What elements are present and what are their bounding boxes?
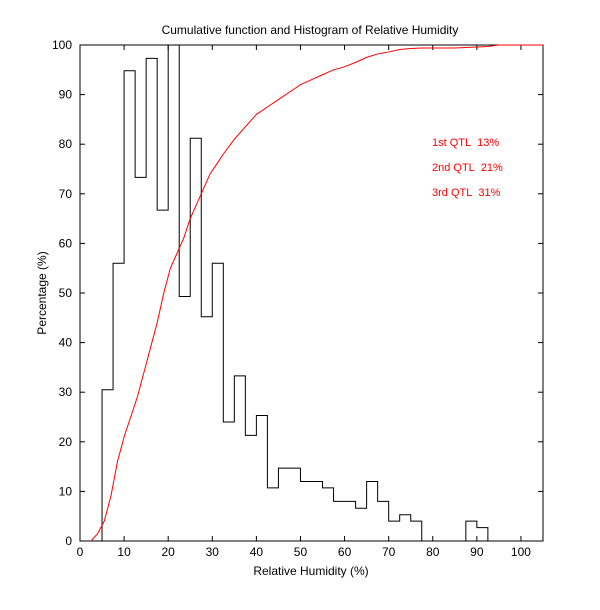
x-axis: 0 10 20 30 40 50 60 70 80 90 100 xyxy=(77,45,531,559)
y-tick-label: 0 xyxy=(65,534,72,548)
y-tick-label: 70 xyxy=(59,187,73,201)
x-tick-label: 10 xyxy=(117,545,131,559)
y-tick-label: 10 xyxy=(59,484,73,498)
y-tick-label: 20 xyxy=(59,435,73,449)
cumulative-function-line xyxy=(90,44,543,542)
x-tick-label: 40 xyxy=(250,545,264,559)
y-tick-label: 60 xyxy=(59,236,73,250)
x-axis-label: Relative Humidity (%) xyxy=(253,564,368,578)
quantile-value: 21% xyxy=(481,162,503,174)
quantile-value: 13% xyxy=(477,137,499,149)
y-tick-label: 80 xyxy=(59,137,73,151)
x-tick-label: 80 xyxy=(426,545,440,559)
x-tick-label: 50 xyxy=(294,545,308,559)
x-tick-label: 100 xyxy=(511,545,531,559)
histogram-outline xyxy=(101,44,489,542)
quantile-label: 2nd QTL xyxy=(432,162,475,174)
y-tick-label: 30 xyxy=(59,385,73,399)
x-tick-label: 20 xyxy=(162,545,176,559)
y-tick-label: 40 xyxy=(59,336,73,350)
y-axis-label: Percentage (%) xyxy=(35,251,49,334)
quantile-annotations: 1st QTL 13% 2nd QTL 21% 3rd QTL 31% xyxy=(432,137,503,199)
x-tick-label: 0 xyxy=(77,545,84,559)
chart-title: Cumulative function and Histogram of Rel… xyxy=(162,23,459,37)
x-tick-label: 60 xyxy=(338,545,352,559)
y-axis: 0 10 20 30 40 50 60 70 80 90 100 xyxy=(52,38,543,548)
plot-area-frame xyxy=(79,44,544,542)
quantile-value: 31% xyxy=(478,187,500,199)
quantile-annotation: 2nd QTL 21% xyxy=(432,162,503,174)
y-tick-label: 50 xyxy=(59,286,73,300)
quantile-annotation: 1st QTL 13% xyxy=(432,137,499,149)
quantile-label: 1st QTL xyxy=(432,137,471,149)
y-tick-label: 100 xyxy=(52,38,72,52)
x-tick-label: 90 xyxy=(470,545,484,559)
quantile-label: 3rd QTL xyxy=(432,187,472,199)
x-tick-label: 70 xyxy=(382,545,396,559)
x-tick-label: 30 xyxy=(206,545,220,559)
quantile-annotation: 3rd QTL 31% xyxy=(432,187,501,199)
y-tick-label: 90 xyxy=(59,88,73,102)
